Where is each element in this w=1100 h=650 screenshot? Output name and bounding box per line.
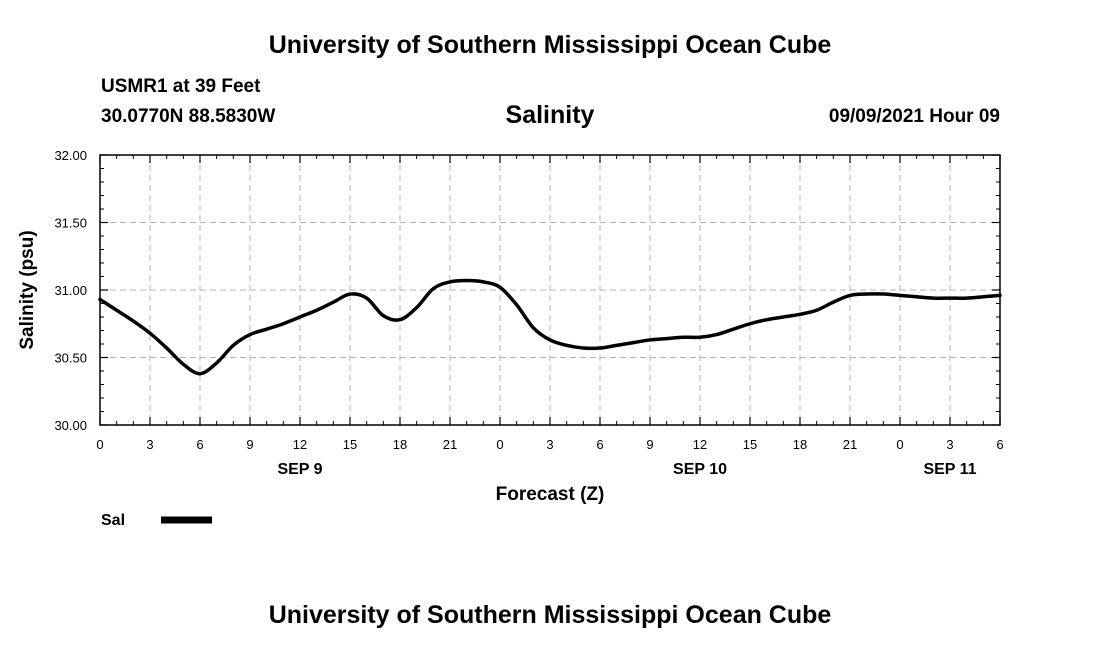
day-label: SEP 11 [923, 461, 976, 478]
y-tick-labels: 30.00 30.50 31.00 31.50 32.00 [54, 148, 87, 433]
x-tick-label: 6 [196, 437, 203, 452]
x-tick-label: 6 [596, 437, 603, 452]
salinity-series-line [98, 278, 1002, 376]
x-tick-label: 3 [946, 437, 953, 452]
x-tick-label: 0 [96, 437, 103, 452]
chart-footer-title: University of Southern Mississippi Ocean… [268, 601, 832, 629]
x-tick-label: 15 [743, 437, 757, 452]
x-tick-label: 21 [843, 437, 857, 452]
y-tick-label: 30.00 [54, 418, 87, 433]
x-tick-label: 12 [693, 437, 707, 452]
day-labels: SEP 9 SEP 10 SEP 11 [277, 461, 976, 478]
x-tick-label: 21 [443, 437, 457, 452]
chart-header-title: University of Southern Mississippi Ocean… [268, 31, 832, 59]
x-tick-label: 18 [793, 437, 807, 452]
x-tick-label: 9 [646, 437, 653, 452]
y-tick-label: 31.00 [54, 283, 87, 298]
chart-grid [100, 155, 1000, 425]
x-tick-label: 18 [393, 437, 407, 452]
x-tick-label: 15 [343, 437, 357, 452]
day-label: SEP 10 [673, 461, 727, 478]
y-tick-label: 31.50 [54, 216, 87, 231]
axis-ticks [99, 154, 1001, 426]
station-label: USMR1 at 39 Feet [101, 76, 261, 97]
chart-title: Salinity [505, 101, 595, 129]
legend-label: Sal [101, 512, 125, 529]
x-tick-label: 9 [246, 437, 253, 452]
x-tick-label: 3 [546, 437, 553, 452]
x-tick-label: 6 [996, 437, 1003, 452]
x-tick-label: 0 [496, 437, 503, 452]
day-label: SEP 9 [277, 461, 322, 478]
y-tick-label: 32.00 [54, 148, 87, 163]
forecast-datetime: 09/09/2021 Hour 09 [828, 106, 1000, 127]
x-tick-label: 0 [896, 437, 903, 452]
x-tick-label: 3 [146, 437, 153, 452]
station-coordinates: 30.0770N 88.5830W [101, 106, 276, 127]
x-axis-label: Forecast (Z) [496, 484, 605, 505]
x-tick-label: 12 [293, 437, 307, 452]
y-tick-label: 30.50 [54, 351, 87, 366]
y-axis-label: Salinity (psu) [17, 230, 38, 349]
x-tick-labels: 0 3 6 9 12 15 18 21 0 3 6 9 12 15 18 21 0 3 6 [96, 437, 1003, 452]
